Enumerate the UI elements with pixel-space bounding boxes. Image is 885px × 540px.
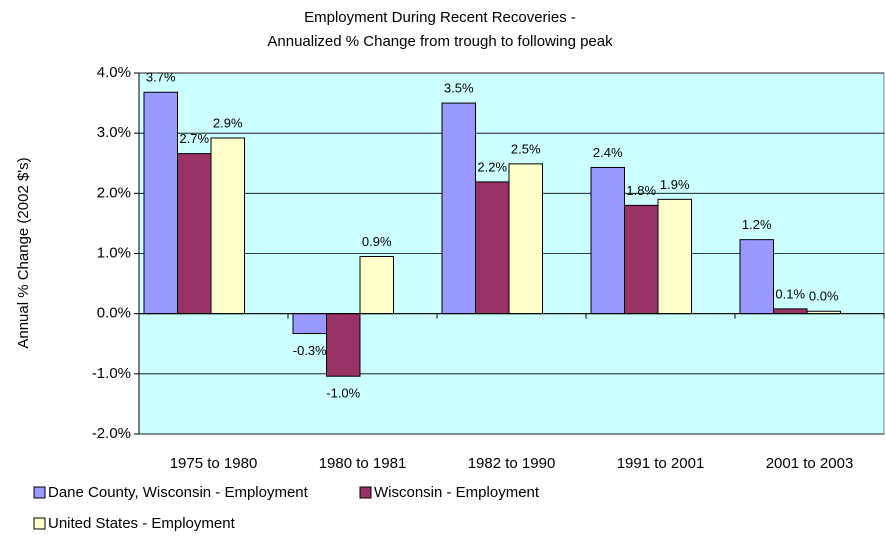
data-label: 2.9% xyxy=(213,115,243,130)
data-label: 3.7% xyxy=(146,70,176,85)
bar xyxy=(177,153,212,315)
legend-swatch xyxy=(33,517,46,530)
legend-label: Dane County, Wisconsin - Employment xyxy=(48,484,309,501)
y-axis-label: Annual % Change (2002 $'s) xyxy=(15,157,32,348)
y-tick-label: -2.0% xyxy=(92,425,131,442)
data-label: 2.4% xyxy=(593,145,623,160)
data-label: 2.2% xyxy=(477,159,507,174)
legend-label: United States - Employment xyxy=(48,515,236,532)
legend-swatch xyxy=(33,486,46,499)
y-tick-label: 1.0% xyxy=(97,244,131,261)
y-tick-label: -1.0% xyxy=(92,365,131,382)
bar xyxy=(739,239,774,315)
bar xyxy=(773,308,808,315)
chart-title: Employment During Recent Recoveries - xyxy=(304,9,576,26)
y-tick-label: 4.0% xyxy=(97,64,131,81)
data-label: -1.0% xyxy=(326,386,360,401)
data-label: 2.5% xyxy=(511,141,541,156)
bar xyxy=(326,313,361,377)
data-label: 1.9% xyxy=(660,177,690,192)
bar xyxy=(624,204,659,315)
chart-subtitle: Annualized % Change from trough to follo… xyxy=(267,33,613,50)
bar xyxy=(590,166,625,315)
x-tick-label: 1991 to 2001 xyxy=(617,455,705,472)
bar xyxy=(292,313,327,335)
bar xyxy=(210,137,245,315)
data-label: -0.3% xyxy=(293,343,327,358)
data-label: 1.8% xyxy=(626,183,656,198)
bar xyxy=(657,198,692,315)
data-label: 1.2% xyxy=(742,217,772,232)
bar xyxy=(475,181,510,315)
x-tick-label: 1980 to 1981 xyxy=(319,455,407,472)
data-label: 0.9% xyxy=(362,234,392,249)
y-tick-label: 0.0% xyxy=(97,305,131,322)
bar xyxy=(359,256,394,315)
y-tick-label: 2.0% xyxy=(97,184,131,201)
bar xyxy=(441,102,476,315)
data-label: 2.7% xyxy=(179,131,209,146)
bar xyxy=(508,163,543,315)
data-label: 0.1% xyxy=(775,286,805,301)
legend-label: Wisconsin - Employment xyxy=(374,484,540,501)
data-label: 3.5% xyxy=(444,81,474,96)
y-tick-label: 3.0% xyxy=(97,124,131,141)
data-label: 0.0% xyxy=(809,289,839,304)
legend-swatch xyxy=(359,486,372,499)
x-tick-label: 1975 to 1980 xyxy=(170,455,258,472)
x-tick-label: 2001 to 2003 xyxy=(766,455,854,472)
bar xyxy=(143,91,178,315)
x-tick-label: 1982 to 1990 xyxy=(468,455,556,472)
